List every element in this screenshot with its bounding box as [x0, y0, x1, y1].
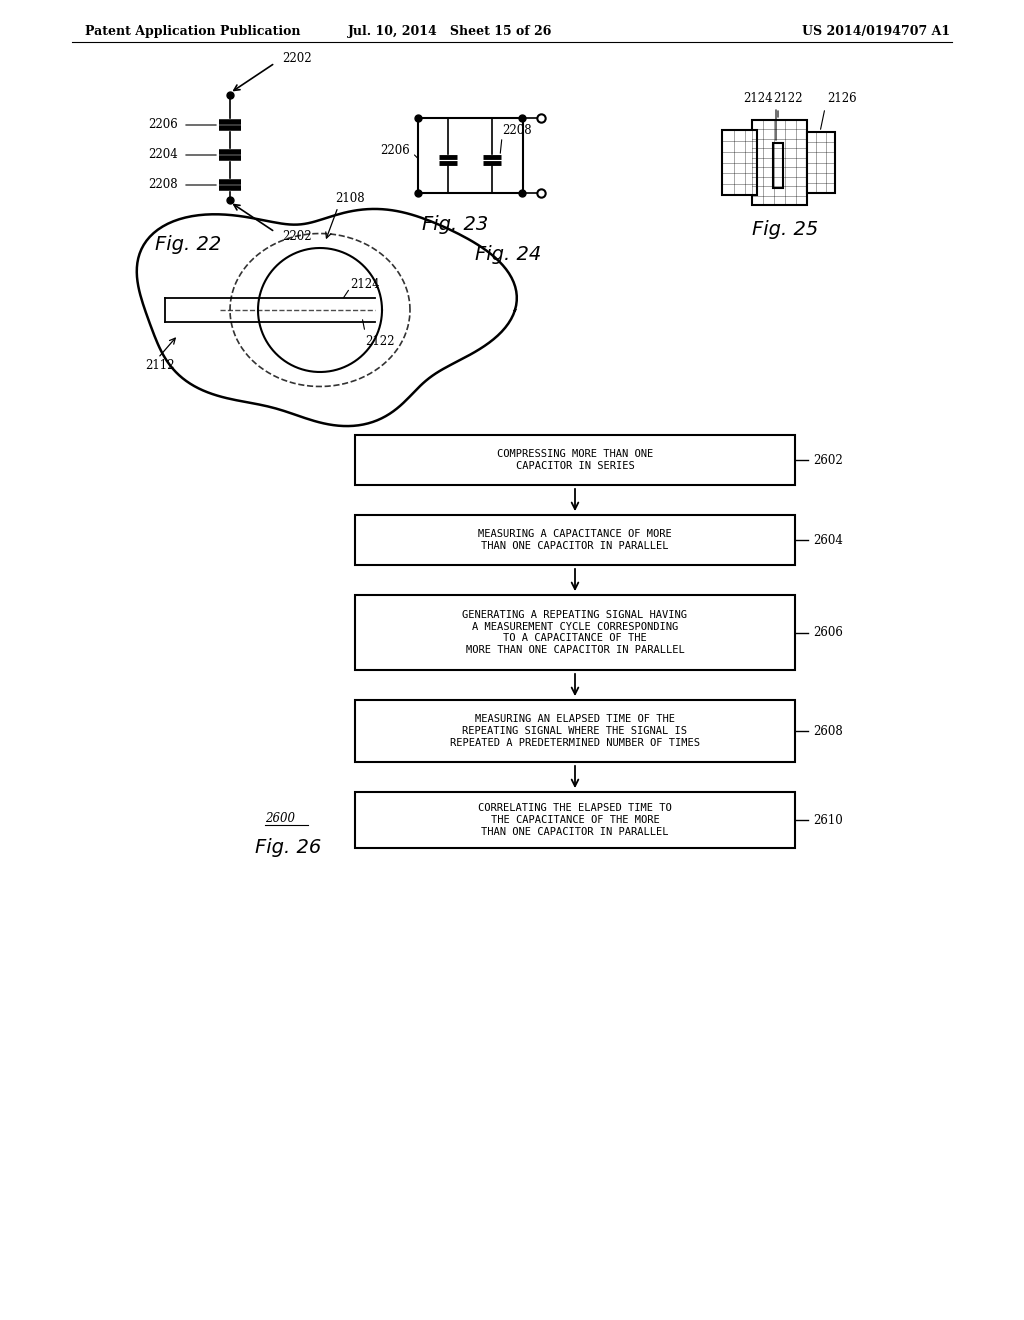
Bar — [722, 129, 757, 195]
Text: 2606: 2606 — [813, 626, 843, 639]
Text: 2206: 2206 — [380, 144, 410, 157]
FancyBboxPatch shape — [355, 595, 795, 671]
FancyBboxPatch shape — [355, 515, 795, 565]
FancyBboxPatch shape — [355, 700, 795, 762]
FancyBboxPatch shape — [355, 436, 795, 484]
Text: 2202: 2202 — [282, 53, 311, 66]
Text: Patent Application Publication: Patent Application Publication — [85, 25, 300, 38]
Text: 2124: 2124 — [743, 92, 773, 106]
Text: 2112: 2112 — [145, 359, 174, 371]
Text: 2208: 2208 — [502, 124, 531, 136]
Text: 2604: 2604 — [813, 533, 843, 546]
Text: 2202: 2202 — [282, 230, 311, 243]
Text: 2122: 2122 — [773, 92, 803, 106]
Text: 2126: 2126 — [827, 92, 857, 106]
Bar — [418, 117, 522, 193]
Bar — [773, 143, 783, 187]
Text: Fig. 23: Fig. 23 — [422, 215, 488, 234]
Text: Fig. 24: Fig. 24 — [475, 246, 542, 264]
Text: Fig. 25: Fig. 25 — [752, 220, 818, 239]
Text: CORRELATING THE ELAPSED TIME TO
THE CAPACITANCE OF THE MORE
THAN ONE CAPACITOR I: CORRELATING THE ELAPSED TIME TO THE CAPA… — [478, 804, 672, 837]
Text: GENERATING A REPEATING SIGNAL HAVING
A MEASUREMENT CYCLE CORRESPONDING
TO A CAPA: GENERATING A REPEATING SIGNAL HAVING A M… — [463, 610, 687, 655]
Text: Fig. 26: Fig. 26 — [255, 838, 322, 857]
Text: 2602: 2602 — [813, 454, 843, 466]
Text: 2124: 2124 — [350, 279, 380, 292]
Text: MEASURING AN ELAPSED TIME OF THE
REPEATING SIGNAL WHERE THE SIGNAL IS
REPEATED A: MEASURING AN ELAPSED TIME OF THE REPEATI… — [450, 714, 700, 747]
Text: 2204: 2204 — [148, 149, 178, 161]
Bar — [807, 132, 835, 193]
FancyBboxPatch shape — [355, 792, 795, 847]
Text: 2206: 2206 — [148, 119, 178, 132]
Text: 2122: 2122 — [365, 335, 394, 348]
Text: Jul. 10, 2014   Sheet 15 of 26: Jul. 10, 2014 Sheet 15 of 26 — [348, 25, 552, 38]
Text: US 2014/0194707 A1: US 2014/0194707 A1 — [802, 25, 950, 38]
Text: 2610: 2610 — [813, 813, 843, 826]
Text: COMPRESSING MORE THAN ONE
CAPACITOR IN SERIES: COMPRESSING MORE THAN ONE CAPACITOR IN S… — [497, 449, 653, 471]
Text: MEASURING A CAPACITANCE OF MORE
THAN ONE CAPACITOR IN PARALLEL: MEASURING A CAPACITANCE OF MORE THAN ONE… — [478, 529, 672, 550]
Bar — [752, 120, 807, 205]
Text: 2600: 2600 — [265, 812, 295, 825]
Text: Fig. 22: Fig. 22 — [155, 235, 221, 253]
Text: 2608: 2608 — [813, 725, 843, 738]
Text: 2108: 2108 — [335, 191, 365, 205]
Text: 2208: 2208 — [148, 178, 178, 191]
